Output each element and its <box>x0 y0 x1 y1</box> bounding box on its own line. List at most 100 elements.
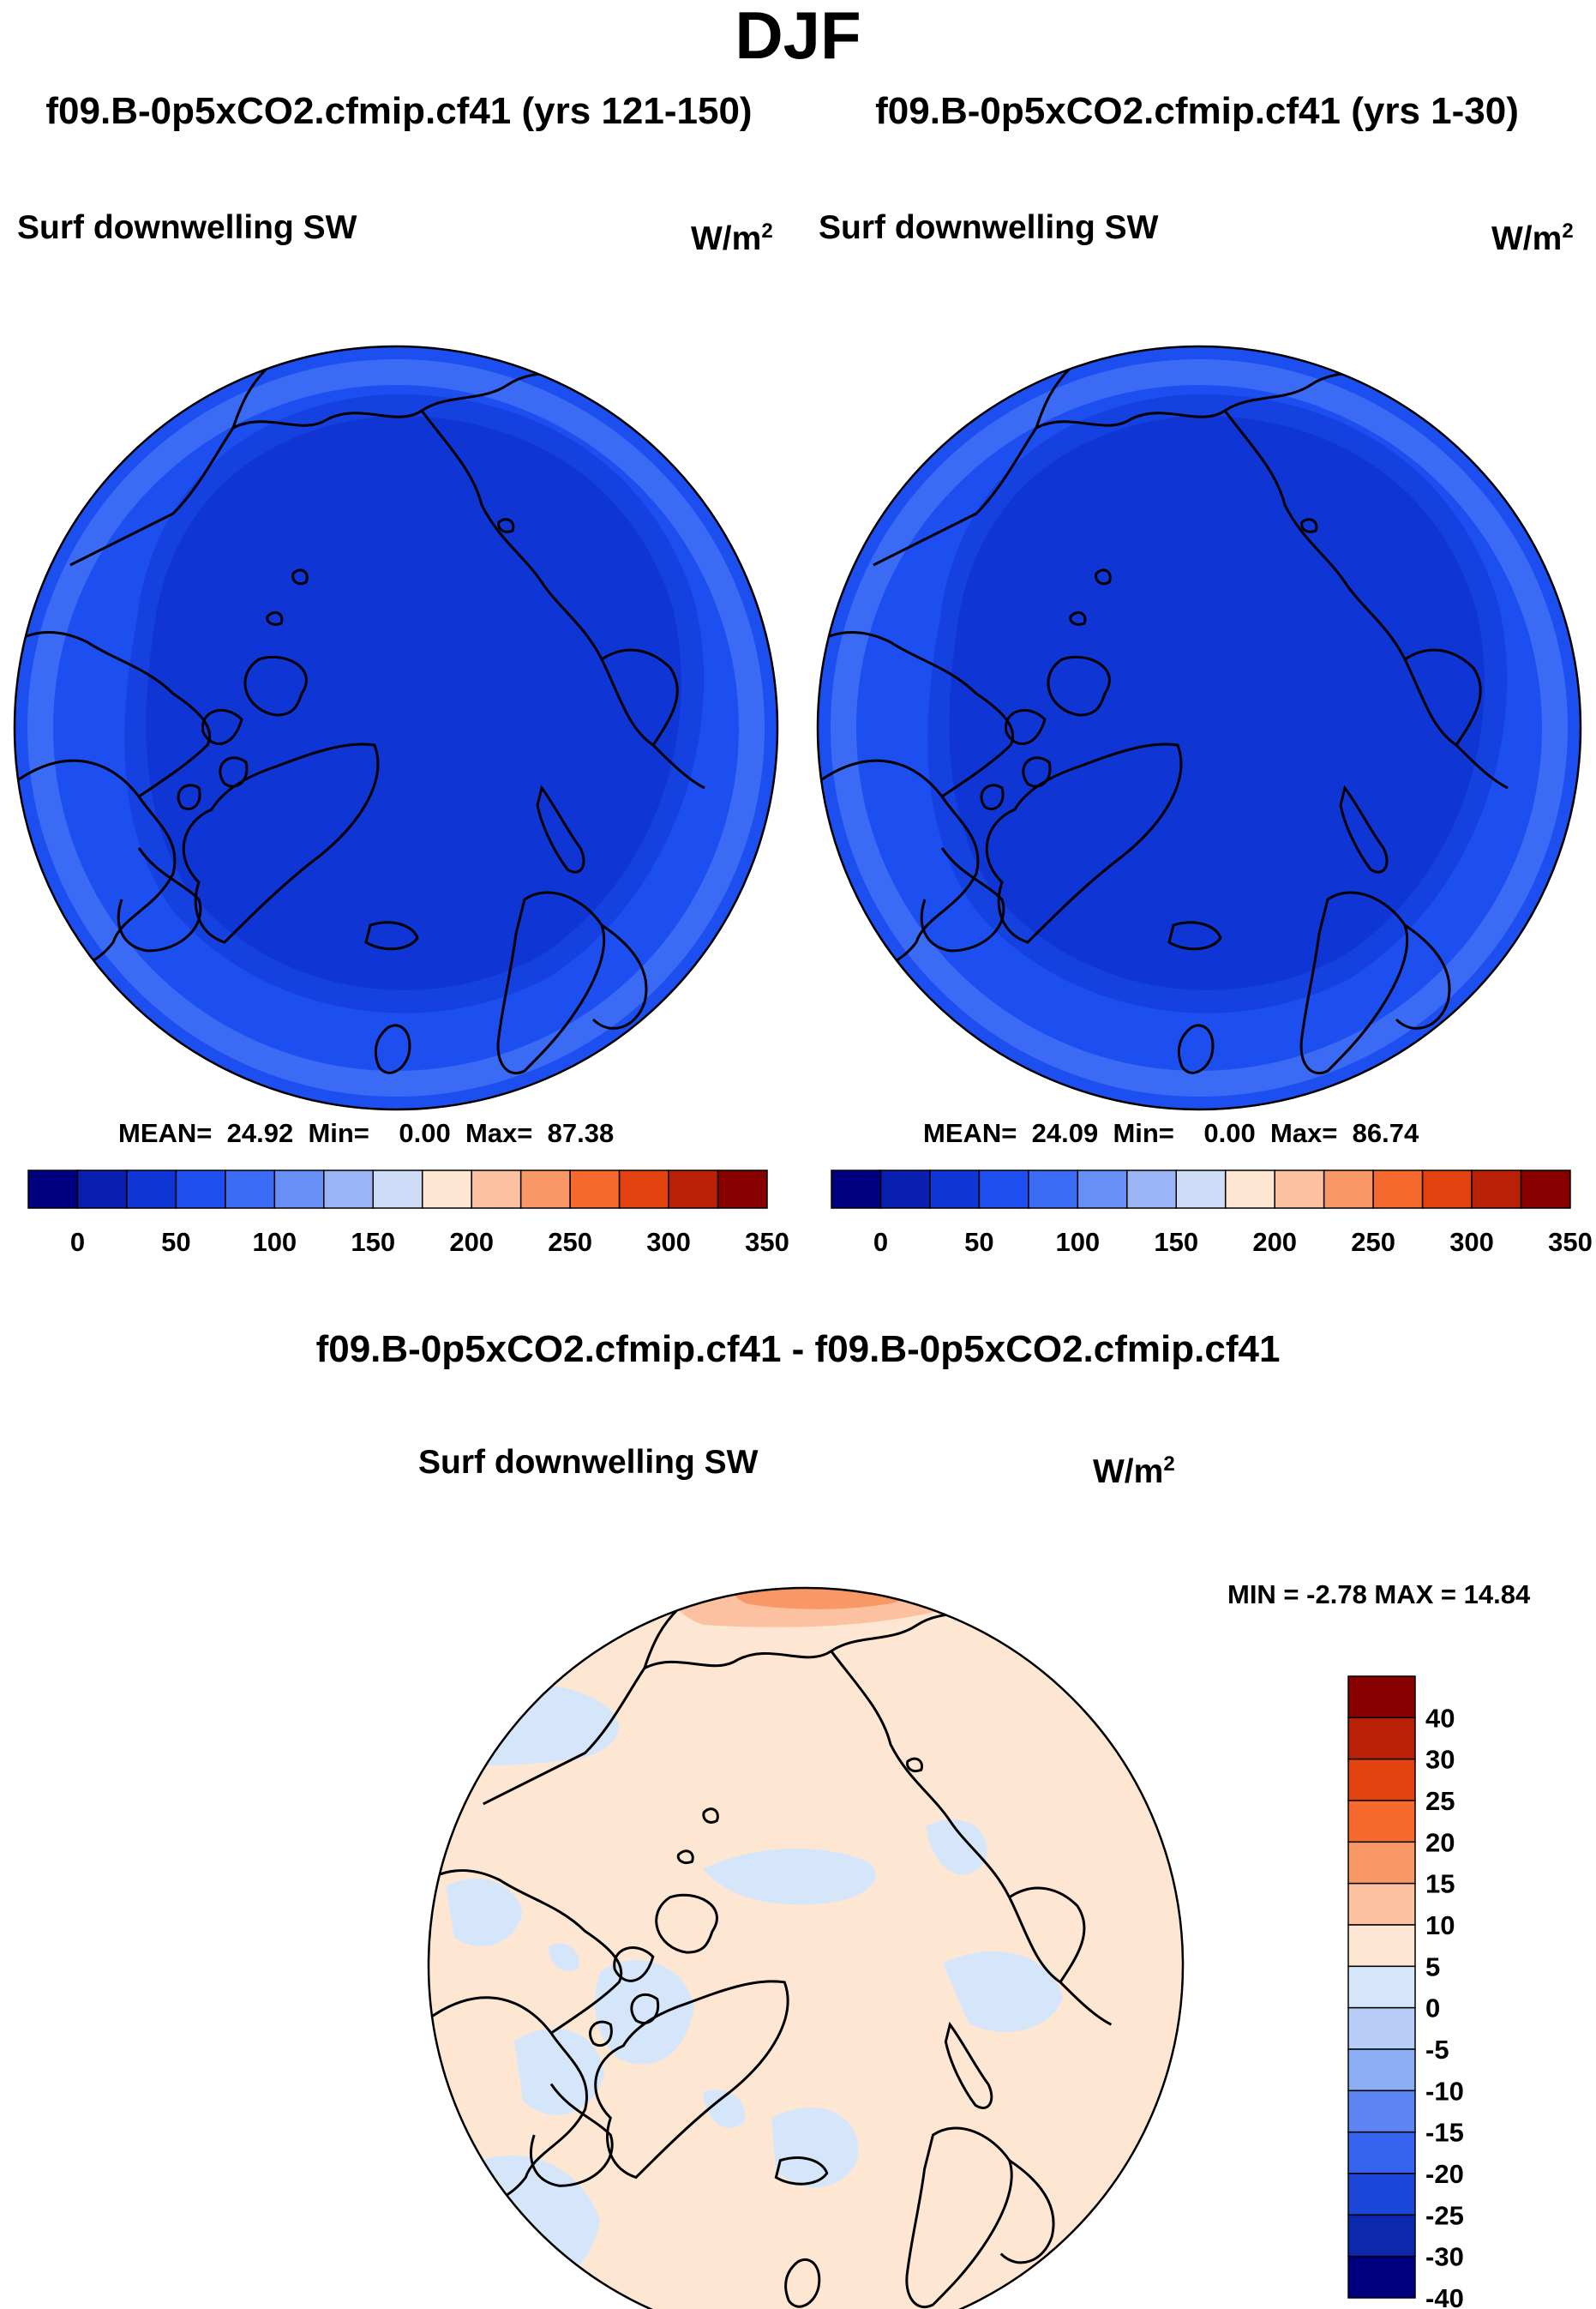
panel-1-map <box>15 346 777 1109</box>
panel-2-units-base: W/m <box>1491 220 1563 257</box>
diff-colorbar-tick-label: 30 <box>1425 1745 1455 1775</box>
diff-colorbar-tick-label: 25 <box>1425 1786 1455 1816</box>
panel-1-colorbar-box <box>618 1170 669 1209</box>
panel-1-colorbar-tick-label: 200 <box>449 1227 494 1257</box>
panel-2-map <box>818 346 1581 1109</box>
panel-1-colorbar-tick-label: 50 <box>161 1227 190 1257</box>
panel-1-colorbar-tick-label: 350 <box>745 1227 789 1257</box>
panel-1-colorbar: 0 50 100 150 200 250 300 350 <box>27 1170 789 1257</box>
diff-colorbar-box <box>1347 1800 1416 1843</box>
panel-1-max-label: Max= <box>465 1118 533 1148</box>
diff-colorbar-tick-label: -30 <box>1425 2242 1464 2272</box>
panel-1-colorbar-box <box>519 1170 571 1209</box>
diff-colorbar-box <box>1347 1717 1416 1760</box>
panel-2-colorbar-box <box>978 1170 1029 1209</box>
diff-colorbar-tick-label: -5 <box>1425 2035 1449 2065</box>
diff-colorbar-box <box>1347 1965 1416 2009</box>
panel-2-colorbar-tick-label: 100 <box>1055 1227 1100 1257</box>
panel-2-colorbar-box <box>1224 1170 1275 1209</box>
panel-2-colorbar-box <box>1175 1170 1227 1209</box>
diff-units-exponent: 2 <box>1163 1452 1175 1476</box>
diff-colorbar-tick-label: -25 <box>1425 2200 1464 2230</box>
panel-1-variable-label: Surf downwelling SW <box>17 209 357 246</box>
panel-2-max-value: 86.74 <box>1352 1118 1419 1148</box>
panel-2-max-label: Max= <box>1269 1118 1338 1148</box>
panel-2-colorbar-box <box>831 1170 882 1209</box>
diff-title: f09.B-0p5xCO2.cfmip.cf41 - f09.B-0p5xCO2… <box>315 1328 1281 1370</box>
panel-1-colorbar-box <box>76 1170 128 1209</box>
panel-1-colorbar-box <box>421 1170 472 1209</box>
diff-colorbar-tick-label: 10 <box>1425 1910 1455 1940</box>
panel-2-map-border <box>816 345 1582 1111</box>
panel-2-colorbar-box <box>1323 1170 1374 1209</box>
panel-2-case-title: f09.B-0p5xCO2.cfmip.cf41 (yrs 1-30) <box>875 90 1519 132</box>
panel-1-colorbar-tick-label: 250 <box>548 1227 592 1257</box>
panel-1-colorbar-box <box>225 1170 276 1209</box>
panel-2-mean-label: MEAN= <box>923 1118 1017 1148</box>
panel-1-mean-label: MEAN= <box>118 1118 213 1148</box>
panel-1-stats: MEAN= 24.92 Min= 0.00 Max= 87.38 <box>118 1120 614 1146</box>
diff-colorbar-box <box>1347 1758 1416 1801</box>
diff-colorbar-box <box>1347 2255 1416 2299</box>
panel-2-colorbar-box <box>1028 1170 1079 1209</box>
diff-colorbar-box <box>1347 1841 1416 1885</box>
panel-2-colorbar-tick-label: 150 <box>1154 1227 1198 1257</box>
diff-map-border <box>427 1586 1185 2309</box>
diff-colorbar-box <box>1347 2048 1416 2092</box>
panel-2-colorbar-tick-label: 200 <box>1252 1227 1297 1257</box>
panel-2-colorbar-box <box>1126 1170 1178 1209</box>
diff-colorbar-tick-label: 40 <box>1425 1703 1455 1733</box>
panel-1-map-border <box>13 345 779 1111</box>
panel-2-colorbar-box <box>1421 1170 1473 1209</box>
panel-1-colorbar-box <box>27 1170 79 1209</box>
panel-1-colorbar-tick-label: 300 <box>646 1227 691 1257</box>
panel-2-colorbar-box <box>1274 1170 1325 1209</box>
panel-1-colorbar-tick-label: 0 <box>70 1227 85 1257</box>
panel-1-min-label: Min= <box>308 1118 369 1148</box>
diff-units-base: W/m <box>1093 1453 1164 1490</box>
panel-2-units: W/m2 <box>1491 221 1574 256</box>
panel-1-colorbar-box <box>471 1170 522 1209</box>
panel-1-max-value: 87.38 <box>547 1118 615 1148</box>
panel-2-colorbar-tick-label: 300 <box>1449 1227 1494 1257</box>
panel-1-colorbar-box <box>126 1170 177 1209</box>
panel-2-colorbar-box <box>1077 1170 1128 1209</box>
panel-2-colorbar-tick-label: 50 <box>964 1227 993 1257</box>
panel-1-colorbar-box <box>273 1170 325 1209</box>
diff-colorbar-box <box>1347 2173 1416 2216</box>
diff-colorbar-tick-label: -20 <box>1425 2159 1464 2189</box>
diff-map <box>429 1588 1183 2309</box>
diff-colorbar-tick-label: 0 <box>1425 1993 1440 2023</box>
diff-colorbar-box <box>1347 2214 1416 2258</box>
panel-2-stats: MEAN= 24.09 Min= 0.00 Max= 86.74 <box>923 1120 1419 1146</box>
panel-2-mean-value: 24.09 <box>1031 1118 1099 1148</box>
season-title: DJF <box>735 0 861 73</box>
diff-colorbar-box <box>1347 2090 1416 2133</box>
panel-1-units: W/m2 <box>691 221 773 256</box>
panel-2-variable-label: Surf downwelling SW <box>819 209 1159 246</box>
diff-colorbar-tick-label: -15 <box>1425 2118 1464 2148</box>
diff-minmax: MIN = -2.78 MAX = 14.84 <box>1227 1579 1531 1609</box>
diff-colorbar-box <box>1347 1882 1416 1926</box>
panel-1-colorbar-box <box>668 1170 719 1209</box>
diff-colorbar-tick-label: 5 <box>1425 1951 1440 1981</box>
panel-2-colorbar-tick-label: 250 <box>1351 1227 1395 1257</box>
diff-colorbar-box <box>1347 1924 1416 1968</box>
panel-1-mean-value: 24.92 <box>226 1118 294 1148</box>
panel-1-units-base: W/m <box>691 220 762 257</box>
diff-colorbar-tick-label: -10 <box>1425 2076 1464 2106</box>
panel-2-colorbar-tick-label: 0 <box>873 1227 888 1257</box>
panel-2-colorbar-tick-label: 350 <box>1548 1227 1593 1257</box>
panel-1-colorbar-box <box>372 1170 423 1209</box>
panel-1-colorbar-box <box>717 1170 768 1209</box>
panel-1-case-title: f09.B-0p5xCO2.cfmip.cf41 (yrs 121-150) <box>45 90 753 132</box>
panel-1-colorbar-box <box>175 1170 226 1209</box>
panel-2-min-value: 0.00 <box>1203 1118 1256 1148</box>
panel-1-min-value: 0.00 <box>399 1118 451 1148</box>
panel-1-colorbar-tick-label: 150 <box>351 1227 395 1257</box>
diff-units: W/m2 <box>1093 1452 1175 1490</box>
panel-1-units-exponent: 2 <box>761 219 773 243</box>
diff-colorbar-tick-label: 20 <box>1425 1827 1455 1857</box>
panel-2-colorbar-box <box>1471 1170 1522 1209</box>
diff-colorbar-box <box>1347 2006 1416 2050</box>
